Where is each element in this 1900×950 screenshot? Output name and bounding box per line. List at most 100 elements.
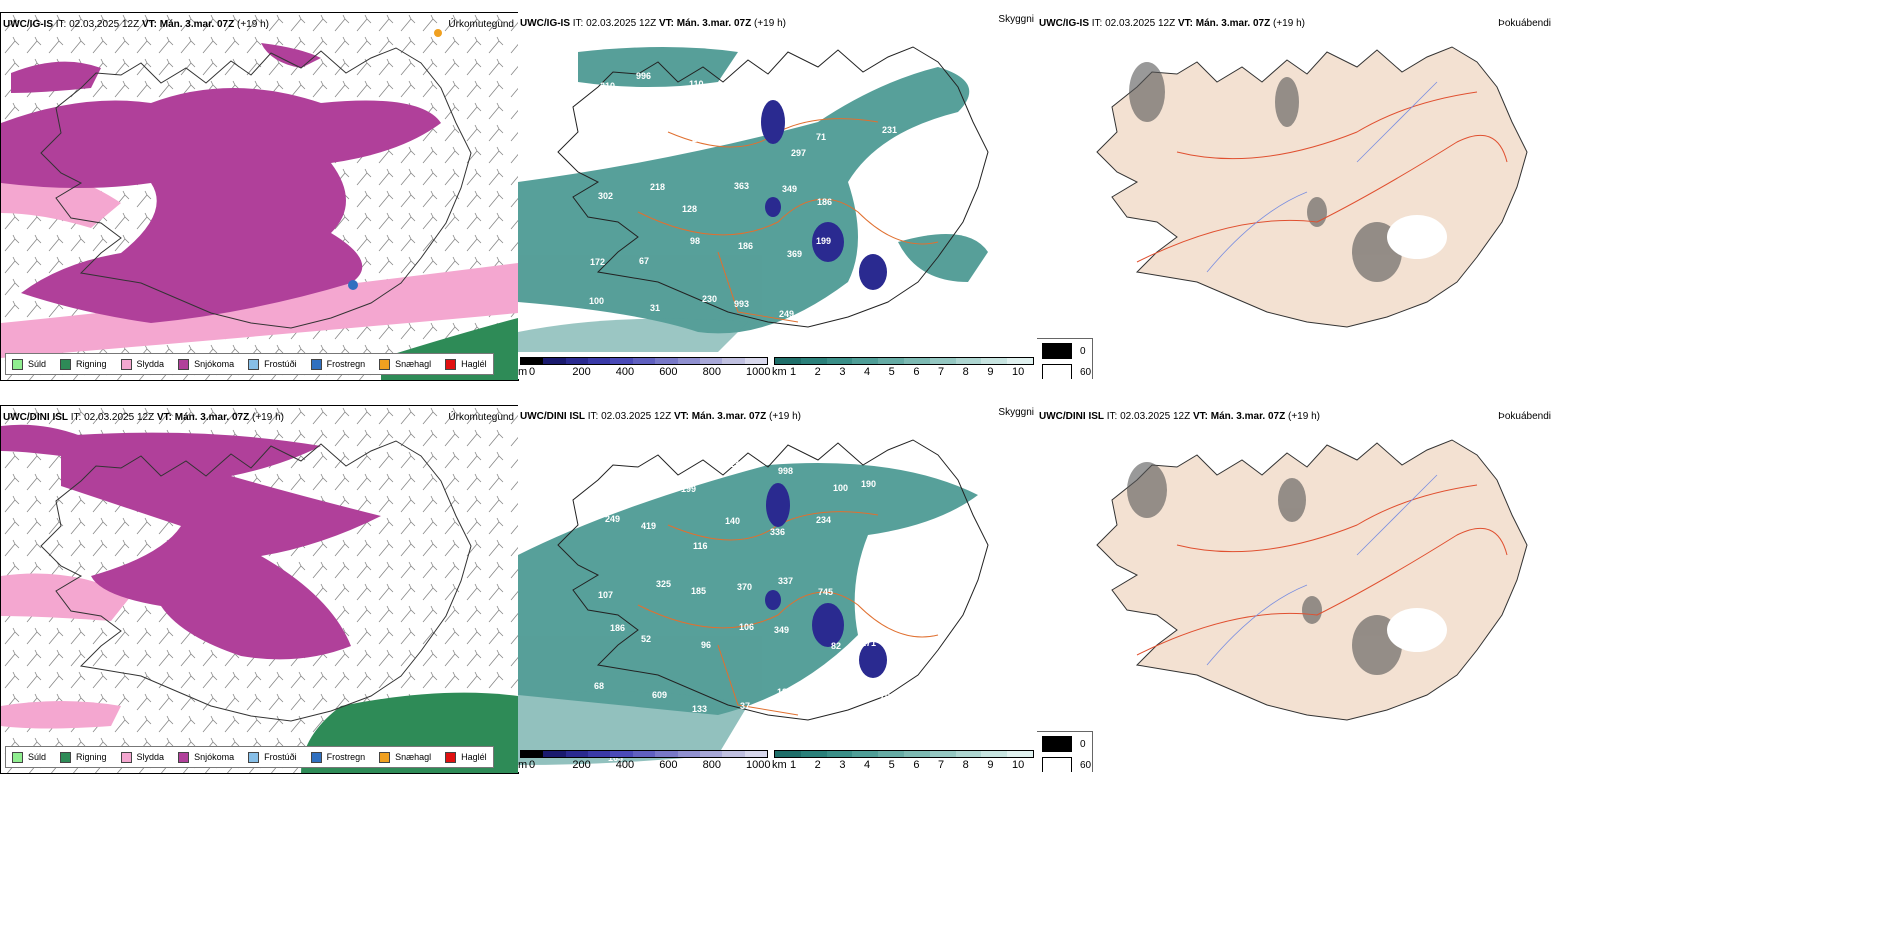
cloud-base-label: 186 (610, 623, 625, 633)
cloud-base-label: 171 (861, 638, 876, 648)
cloud-base-label: 218 (650, 182, 665, 192)
cloud-base-label: 186 (738, 241, 753, 251)
cloud-base-label: 100 (833, 483, 848, 493)
colorbar-tick: 1 (790, 366, 797, 378)
colorbar-swatch (903, 751, 930, 757)
colorbar-tick: 200 (572, 366, 591, 378)
cloud-base-label: 133 (692, 704, 707, 714)
colorbar-swatches (520, 357, 768, 365)
cloud-base-label: 998 (778, 466, 793, 476)
cloud-base-labels: 866 988 199 133 998 100 190 249 419 116 140 336 234 7… (594, 459, 897, 763)
colorbar-swatch (1007, 358, 1033, 364)
colorbar-swatch (699, 751, 723, 757)
cloud-base-label: 200 (692, 134, 707, 144)
fog-index-panel-row2: UWC/DINI ISL IT: 02.03.2025 12Z VT: Mán.… (1037, 405, 1557, 772)
cloud-base-label: 866 (606, 474, 621, 484)
colorbar-swatches (774, 750, 1034, 758)
cloud-base-label: 107 (598, 590, 613, 600)
cloud-base-label: 70 (880, 691, 890, 701)
colorbar-tick: 0 (529, 759, 536, 771)
precip-map (1, 406, 518, 773)
legend-swatch (120, 751, 132, 763)
cloud-base-label: 139 (727, 121, 742, 131)
visibility-areas (518, 47, 988, 352)
colorbar-swatch (775, 358, 801, 364)
cloud-base-label: 102 (650, 124, 665, 134)
precip-type-panel-row1: UWC/IG-IS IT: 02.03.2025 12Z VT: Mán. 3.… (0, 12, 519, 381)
cloud-base-label: 318 (874, 66, 889, 76)
fog-legend-item: 60 (1042, 757, 1091, 772)
precip-legend: Súld Rigning Slydda Snjókoma Frostúði Fr… (5, 746, 494, 768)
legend-item: Haglél (445, 358, 487, 370)
roads (1136, 91, 1508, 263)
colorbar-swatch (722, 751, 745, 757)
cloud-base-label: 349 (774, 625, 789, 635)
cloud-base-label: 996 (636, 71, 651, 81)
cloud-base-label: 147 (867, 185, 882, 195)
legend-swatch (248, 751, 260, 763)
cloud-base-label: 197 (821, 693, 836, 703)
colorbar-swatch (744, 358, 767, 364)
cloud-base-label: 745 (818, 587, 833, 597)
cloud-base-colorbar: m 0 200 400 600 800 1000 (518, 357, 770, 379)
colorbar-swatch (632, 751, 656, 757)
cloud-base-label: 988 (655, 473, 670, 483)
panel-title: UWC/IG-IS IT: 02.03.2025 12Z VT: Mán. 3.… (1039, 18, 1305, 29)
snow-areas (1, 424, 381, 660)
colorbar-unit: km (772, 366, 787, 378)
cloud-base-labels: 210 996 110 33 78 37 318 93 102 200 139 297 71 231 302… (589, 66, 897, 319)
fog-legend: 0 60 (1037, 338, 1093, 379)
colorbar-tick: 8 (962, 759, 969, 771)
fog-index-panel-row1: UWC/IG-IS IT: 02.03.2025 12Z VT: Mán. 3.… (1037, 12, 1557, 379)
colorbar-tick: 10 (1012, 759, 1025, 771)
colorbar-unit: m (518, 366, 528, 378)
colorbar-tick: 6 (913, 366, 920, 378)
colorbar-tick: 800 (702, 366, 721, 378)
legend-item: Haglél (445, 751, 487, 763)
colorbar-swatch (543, 358, 566, 364)
colorbar-tick: 600 (659, 366, 678, 378)
colorbar-swatch (610, 358, 633, 364)
colorbar-tick: 9 (987, 759, 994, 771)
colorbar-swatch (565, 358, 589, 364)
cloud-base-label: 140 (725, 516, 740, 526)
colorbar-swatch (878, 358, 904, 364)
legend-swatch (60, 358, 72, 370)
parameter-label: Skyggni (998, 14, 1034, 25)
legend-swatch (12, 358, 23, 370)
low-cloud-areas (765, 483, 887, 678)
legend-swatch (310, 358, 322, 370)
cloud-base-label: 199 (681, 484, 696, 494)
parameter-label: Skyggni (998, 407, 1034, 418)
cloud-base-label: 163 (608, 753, 623, 763)
cloud-base-label: 349 (782, 184, 797, 194)
cloud-base-label: 67 (639, 256, 649, 266)
cloud-base-label: 249 (779, 309, 794, 319)
colorbar-swatch (903, 358, 930, 364)
colorbar-swatch (878, 751, 904, 757)
legend-item: Slydda (120, 358, 164, 370)
cloud-base-label: 78 (783, 76, 793, 86)
cloud-base-label: 128 (682, 204, 697, 214)
fog-index-map (1096, 439, 1528, 721)
panel-title: UWC/IG-IS IT: 02.03.2025 12Z VT: Mán. 3.… (520, 18, 786, 29)
colorbar-ticks: m 0 200 400 600 800 1000 (518, 366, 770, 379)
legend-swatch (1042, 757, 1072, 772)
legend-item: Frostregn (310, 358, 365, 370)
legend-item: Snjókoma (178, 358, 234, 370)
cloud-base-label: 369 (787, 249, 802, 259)
cloud-base-label: 190 (861, 479, 876, 489)
cloud-base-label: 230 (702, 294, 717, 304)
colorbar-swatch (588, 751, 611, 757)
colorbar-swatches (520, 750, 768, 758)
cloud-base-label: 33 (725, 90, 735, 100)
cloud-base-label: 50 (865, 291, 875, 301)
colorbar-tick: 6 (913, 759, 920, 771)
colorbar-tick: 400 (615, 759, 635, 771)
cloud-base-label: 210 (600, 81, 615, 91)
cloud-base-label: 370 (737, 582, 752, 592)
cloud-base-label: 185 (691, 586, 706, 596)
colorbar-tick: 4 (864, 366, 871, 378)
colorbar-tick: 1 (790, 759, 797, 771)
cloud-base-label: 100 (589, 296, 604, 306)
